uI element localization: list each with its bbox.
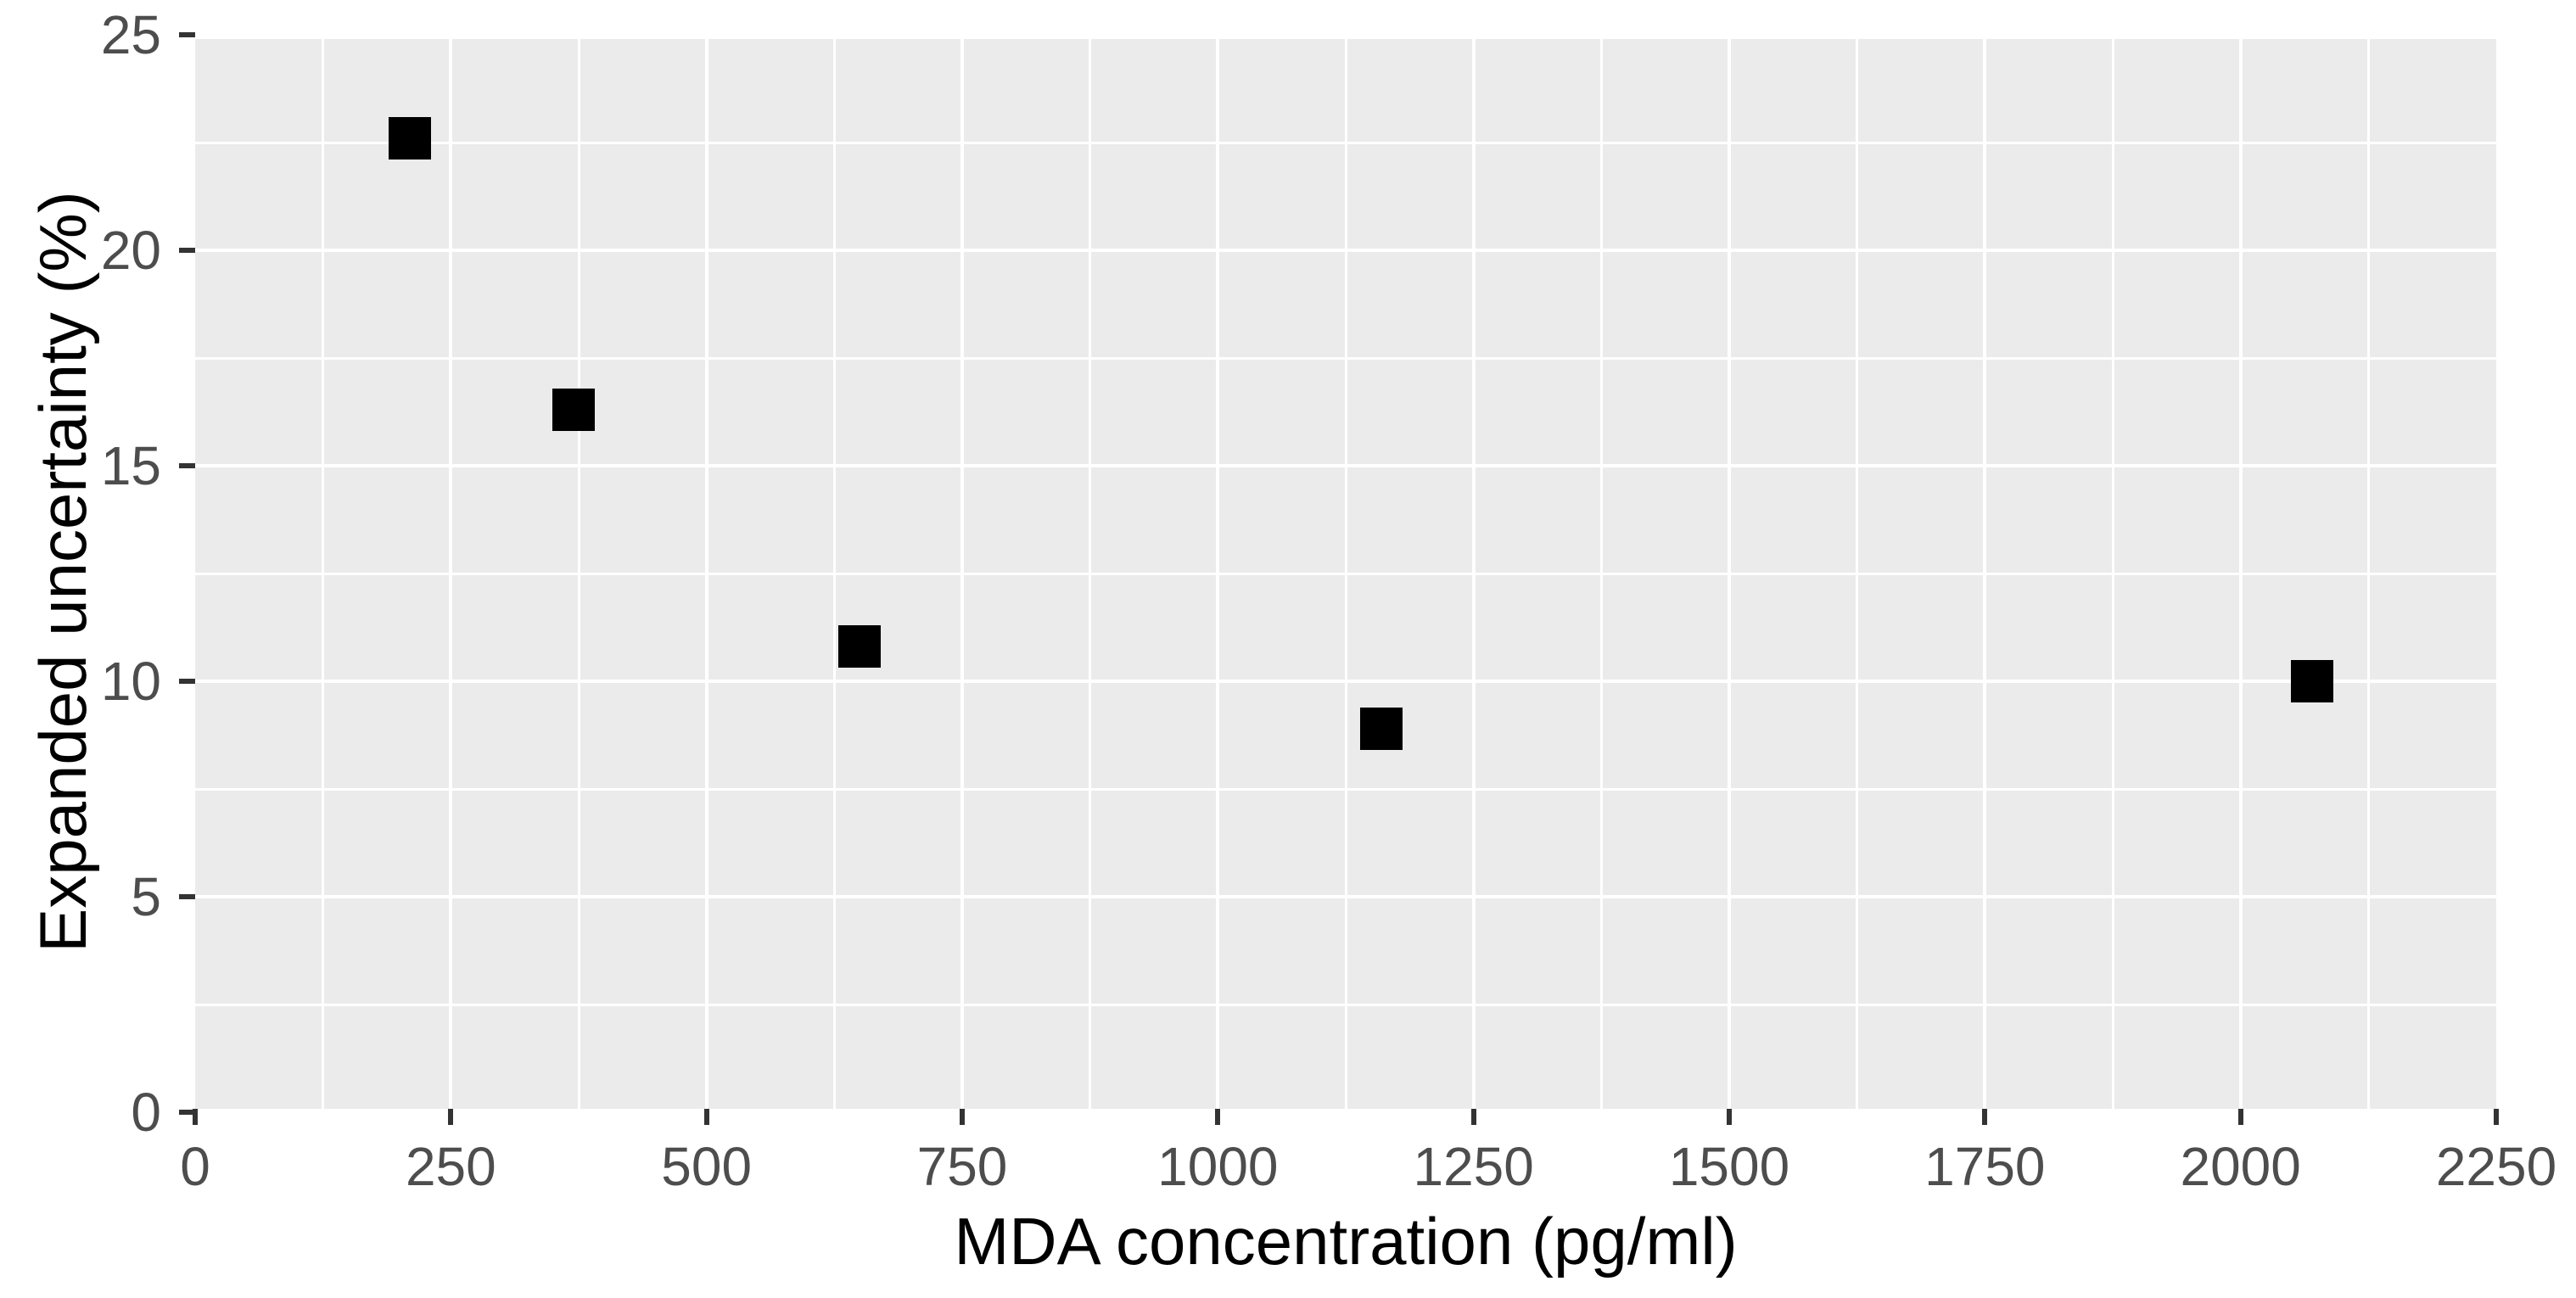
y-axis-tick-label: 10 — [100, 651, 161, 712]
x-axis-tick-label: 1750 — [1924, 1136, 2046, 1197]
x-axis-tick-label: 2000 — [2180, 1136, 2301, 1197]
y-axis-tick-label: 15 — [100, 435, 161, 496]
data-point-square — [838, 625, 882, 669]
x-axis-tick-mark — [193, 1109, 198, 1125]
y-minor-gridline — [195, 1003, 2496, 1006]
plot-panel — [195, 39, 2496, 1109]
y-axis-tick-mark — [179, 679, 195, 684]
x-axis-tick-label: 0 — [180, 1136, 210, 1197]
data-point-square — [2291, 660, 2334, 702]
x-axis-tick-label: 2250 — [2435, 1136, 2557, 1197]
y-axis-tick-mark — [179, 32, 195, 37]
y-minor-gridline — [195, 356, 2496, 360]
x-axis-tick-mark — [1982, 1109, 1988, 1125]
y-axis-tick-label: 5 — [131, 866, 161, 927]
y-minor-gridline — [195, 141, 2496, 144]
x-axis-tick-label: 1250 — [1413, 1136, 1534, 1197]
x-axis-tick-label: 1500 — [1668, 1136, 1790, 1197]
x-axis-title: MDA concentration (pg/ml) — [954, 1204, 1738, 1278]
y-major-gridline — [195, 249, 2496, 252]
x-axis-tick-mark — [448, 1109, 454, 1125]
x-axis-tick-mark — [2494, 1109, 2499, 1125]
x-axis-tick-label: 1000 — [1157, 1136, 1279, 1197]
y-axis-tick-mark — [179, 1110, 195, 1115]
y-axis-tick-mark — [179, 894, 195, 899]
x-axis-tick-label: 500 — [661, 1136, 753, 1197]
y-major-gridline — [195, 680, 2496, 683]
data-point-square — [1360, 707, 1403, 750]
y-minor-gridline — [195, 572, 2496, 575]
y-minor-gridline — [195, 787, 2496, 791]
x-axis-tick-mark — [703, 1109, 709, 1125]
x-axis-tick-mark — [2237, 1109, 2243, 1125]
x-axis-tick-mark — [1727, 1109, 1732, 1125]
y-major-gridline — [195, 895, 2496, 898]
data-point-square — [552, 388, 595, 431]
y-axis-tick-label: 25 — [100, 4, 161, 65]
x-axis-tick-label: 750 — [916, 1136, 1008, 1197]
y-axis-tick-mark — [179, 248, 195, 253]
y-major-gridline — [195, 464, 2496, 467]
y-axis-tick-label: 0 — [131, 1082, 161, 1143]
y-axis-tick-mark — [179, 463, 195, 468]
x-axis-tick-mark — [1215, 1109, 1221, 1125]
x-axis-tick-mark — [1470, 1109, 1476, 1125]
data-point-square — [389, 116, 432, 159]
y-axis-tick-label: 20 — [100, 220, 161, 281]
x-axis-tick-mark — [960, 1109, 965, 1125]
y-axis-title: Expanded uncertainty (%) — [25, 191, 100, 953]
x-axis-tick-label: 250 — [405, 1136, 496, 1197]
